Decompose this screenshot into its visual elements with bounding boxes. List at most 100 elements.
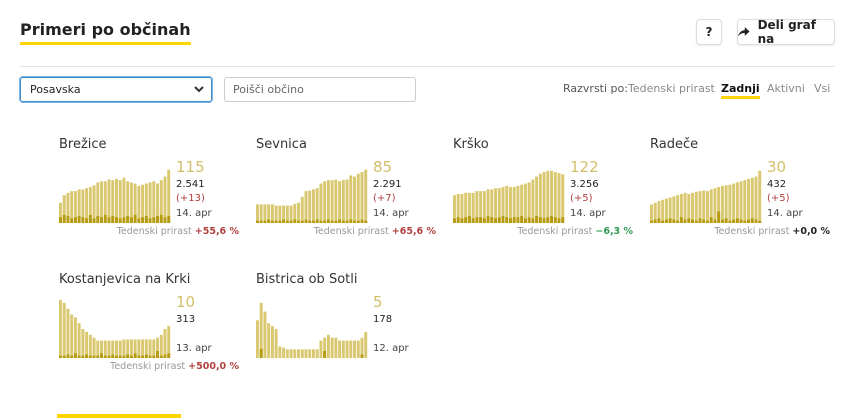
help-button[interactable]: ? [696, 19, 722, 45]
chart-bar-new [103, 214, 107, 223]
chart-bar-new [538, 217, 542, 223]
chart-bar [535, 176, 539, 223]
municipality-card[interactable]: Sevnica 85 2.291 (+7) 14. apr Tedenski priras… [256, 137, 436, 247]
chart-bar [293, 349, 297, 358]
chart-bar-new [85, 354, 89, 358]
weekly-growth-label: Tedenski prirast [313, 226, 389, 237]
chart-bar [464, 192, 468, 223]
weekly-growth-label: Tedenski prirast [116, 226, 192, 237]
chart-bar-new [118, 355, 122, 358]
chart-bar-new [505, 217, 509, 223]
chart-bar-new [687, 218, 691, 223]
chart-bar-new [111, 216, 115, 223]
chart-bar [509, 187, 512, 223]
chart-bar-new [259, 220, 263, 223]
chart-bar [297, 349, 300, 358]
sort-option-weekly[interactable]: Tedenski prirast [628, 82, 715, 95]
weekly-growth-value: +55,6 % [194, 226, 239, 237]
chart-bar-new [553, 217, 557, 223]
chart-bar-new [713, 219, 717, 223]
chart-bar-new [126, 216, 130, 223]
municipality-card[interactable]: Krško 122 3.256 (+5) 14. apr Tedenski prirast… [453, 137, 633, 247]
chart-bar-new [501, 216, 505, 223]
chart-bar [523, 183, 527, 223]
chart-bar [96, 182, 100, 223]
chart-bar-new [66, 354, 70, 358]
total-cases: 313 [176, 314, 196, 325]
municipality-card[interactable]: Brežice 115 2.541 (+13) 14. apr Tedenski prir… [59, 137, 239, 247]
chart-bar [159, 180, 163, 223]
chart-bar [274, 329, 278, 358]
chart-bar-new [107, 355, 111, 358]
chart-bar [133, 339, 137, 358]
chart-bar-new [141, 355, 145, 358]
last-date: 14. apr [373, 208, 409, 219]
chart-bar [144, 183, 148, 223]
region-select[interactable]: Posavska [20, 77, 212, 102]
chart-bar [137, 339, 141, 358]
total-cases: 3.256 [570, 179, 599, 190]
chart-bar [141, 184, 145, 223]
sort-option-latest[interactable]: Zadnji [721, 82, 760, 99]
chart-bar [118, 180, 122, 223]
chart-bar [73, 317, 77, 358]
chart-bar-new [709, 217, 713, 223]
chart-bar-new [698, 218, 702, 223]
trend-chart [256, 169, 368, 223]
chart-bar-new [657, 218, 661, 223]
chart-bar-new [758, 220, 762, 223]
chart-bar [70, 191, 74, 223]
municipality-card[interactable]: Radeče 30 432 (+5) 14. apr Tedenski prirast +0… [650, 137, 830, 247]
chart-bar [312, 189, 315, 223]
chart-bar-new [144, 216, 148, 223]
chart-bar [159, 334, 163, 358]
chart-bar-new [561, 217, 565, 223]
share-button[interactable]: Deli graf na [737, 18, 835, 46]
chart-bar [107, 340, 111, 358]
chart-bar-new [330, 220, 334, 223]
total-cases: 2.541 [176, 179, 205, 190]
sort-option-all[interactable]: Vsi [814, 82, 831, 95]
chart-bar [312, 349, 315, 358]
chart-bar-new [360, 219, 364, 223]
search-input[interactable]: Poišči občino [224, 77, 416, 102]
chart-bar [323, 337, 327, 358]
chart-bar [107, 179, 111, 223]
municipality-card[interactable]: Bistrica ob Sotli 5 178 12. apr [256, 272, 436, 382]
weekly-growth: Tedenski prirast +55,6 % [117, 226, 239, 237]
weekly-growth-label: Tedenski prirast [517, 226, 593, 237]
chart-bar-new [523, 218, 527, 223]
chart-bar-new [497, 217, 501, 223]
chart-bar [270, 326, 274, 358]
chart-bar [527, 182, 531, 223]
chart-bar [683, 192, 687, 223]
chart-bar [356, 173, 360, 223]
sort-option-active[interactable]: Aktivni [767, 82, 805, 95]
chart-bar [758, 170, 762, 223]
chart-bar [353, 340, 356, 358]
last-date: 14. apr [570, 208, 606, 219]
chart-bar-new [676, 220, 680, 223]
chart-bar-new [137, 218, 141, 223]
chart-bar [77, 323, 81, 358]
chart-bar [338, 340, 342, 358]
chart-bar-new [285, 220, 289, 223]
chart-bar [326, 334, 330, 358]
weekly-growth-label: Tedenski prirast [714, 226, 790, 237]
chart-bar-new [163, 217, 167, 223]
chart-bar-new [308, 220, 312, 223]
active-cases: 30 [767, 158, 787, 176]
region-select-value: Posavska [30, 83, 81, 96]
chart-bar-new [531, 218, 535, 223]
chart-bar-new [739, 219, 743, 223]
chart-bar-new [263, 220, 267, 223]
load-more-bar[interactable] [57, 414, 181, 418]
municipality-name: Brežice [59, 137, 107, 152]
chart-bar [70, 314, 74, 358]
municipality-card[interactable]: Kostanjevica na Krki 10 313 13. apr Tedenski… [59, 272, 239, 382]
chart-bar [743, 180, 747, 223]
chart-bar [739, 181, 743, 223]
municipality-name: Bistrica ob Sotli [256, 272, 358, 287]
active-cases: 85 [373, 158, 393, 176]
chart-bar-new [88, 355, 92, 358]
